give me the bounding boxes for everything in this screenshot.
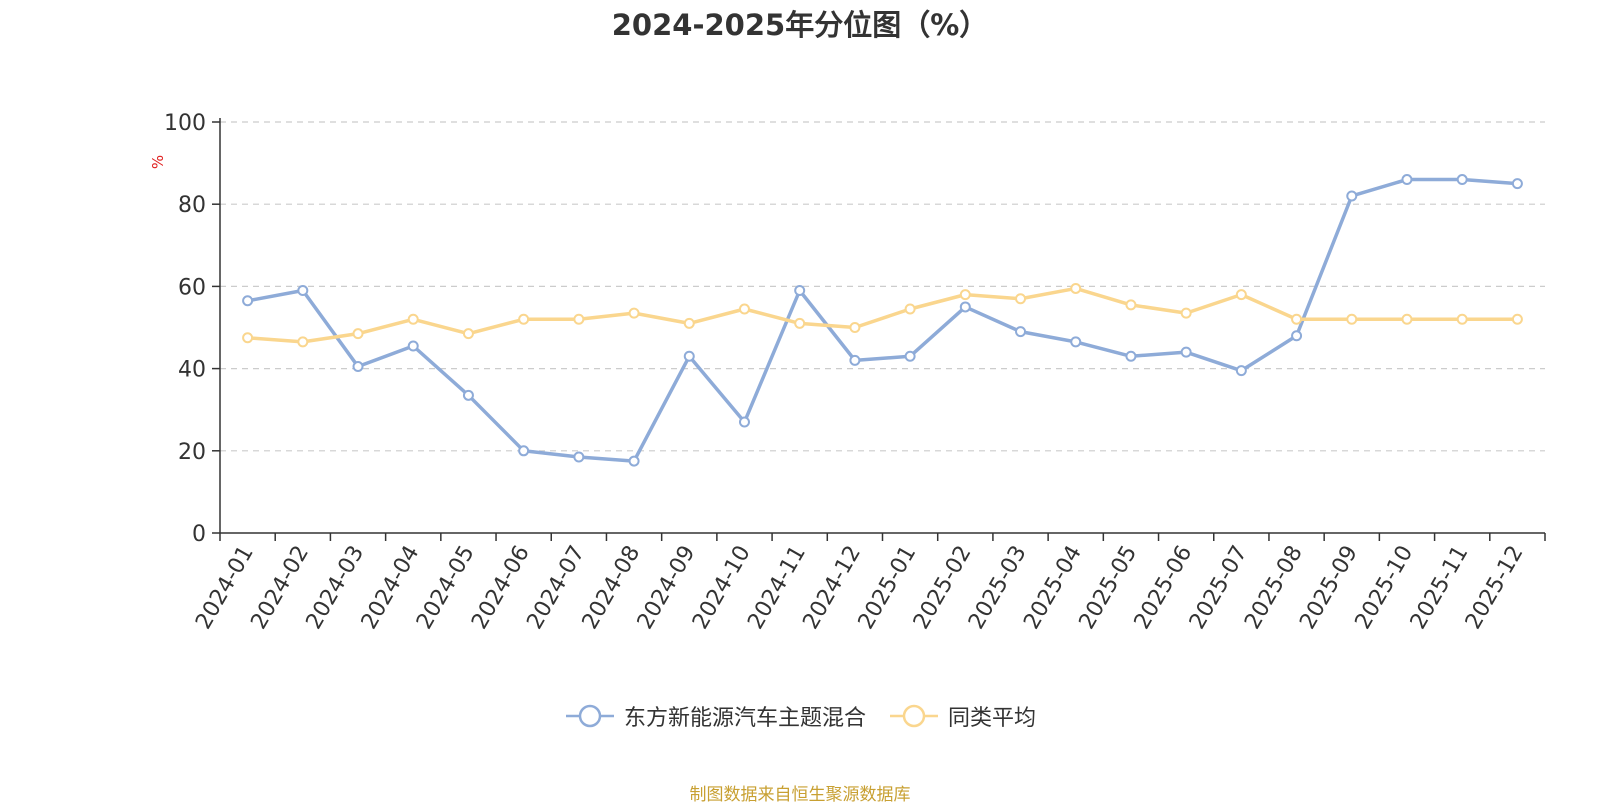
data-point[interactable] <box>573 313 585 325</box>
data-point[interactable] <box>628 307 640 319</box>
data-point[interactable] <box>1346 313 1358 325</box>
data-point[interactable] <box>242 295 254 307</box>
data-point[interactable] <box>1125 350 1137 362</box>
data-point[interactable] <box>683 350 695 362</box>
data-point[interactable] <box>407 313 419 325</box>
data-point[interactable] <box>518 313 530 325</box>
data-point[interactable] <box>1070 282 1082 294</box>
data-point[interactable] <box>352 328 364 340</box>
data-point[interactable] <box>573 451 585 463</box>
series-line <box>247 177 1518 463</box>
data-point[interactable] <box>1015 293 1027 305</box>
data-point[interactable] <box>1015 326 1027 338</box>
data-point[interactable] <box>242 332 254 344</box>
y-tick-label: 80 <box>178 193 206 218</box>
data-point[interactable] <box>462 389 474 401</box>
y-tick-label: 20 <box>178 440 206 465</box>
legend-swatch-icon <box>890 704 938 728</box>
data-point[interactable] <box>738 416 750 428</box>
data-point[interactable] <box>1291 313 1303 325</box>
data-point[interactable] <box>297 285 309 297</box>
data-point[interactable] <box>1401 313 1413 325</box>
data-point[interactable] <box>794 317 806 329</box>
data-point[interactable] <box>1401 174 1413 186</box>
y-tick-label: 100 <box>164 111 206 136</box>
data-point[interactable] <box>1346 190 1358 202</box>
data-point[interactable] <box>1125 299 1137 311</box>
legend-swatch-icon <box>565 704 614 728</box>
data-point[interactable] <box>849 322 861 333</box>
data-point[interactable] <box>959 301 971 313</box>
chart-title: 2024-2025年分位图（%） <box>611 8 989 42</box>
legend-item[interactable]: 同类平均 <box>888 700 1036 732</box>
data-point[interactable] <box>849 354 861 366</box>
grid-lines <box>220 121 1545 452</box>
data-point[interactable] <box>1291 330 1303 342</box>
data-point[interactable] <box>462 328 474 340</box>
data-point[interactable] <box>738 303 750 315</box>
data-point[interactable] <box>794 285 806 297</box>
y-tick-label: 60 <box>178 275 206 300</box>
series-0 <box>242 174 1523 467</box>
data-point[interactable] <box>1511 178 1523 190</box>
data-point[interactable] <box>904 350 916 362</box>
data-point[interactable] <box>297 336 309 348</box>
data-point[interactable] <box>1180 346 1192 358</box>
y-axis-unit: % <box>149 155 167 169</box>
legend-item[interactable]: 东方新能源汽车主题混合 <box>564 700 866 732</box>
data-point[interactable] <box>1070 336 1082 348</box>
data-point[interactable] <box>904 303 916 315</box>
data-point[interactable] <box>1235 289 1247 301</box>
series-layer <box>242 174 1523 467</box>
legend-label: 东方新能源汽车主题混合 <box>623 706 866 731</box>
series-1 <box>242 282 1523 348</box>
data-point[interactable] <box>1456 313 1468 325</box>
data-point[interactable] <box>352 361 364 373</box>
data-point[interactable] <box>959 289 971 301</box>
data-point[interactable] <box>683 317 695 329</box>
data-point[interactable] <box>1511 313 1523 325</box>
legend: 东方新能源汽车主题混合 同类平均 <box>0 700 1600 732</box>
data-point[interactable] <box>518 445 530 457</box>
axes: 0204060801002024-012024-022024-032024-04… <box>164 111 1546 634</box>
series-line <box>247 286 1518 344</box>
data-point[interactable] <box>1180 307 1192 319</box>
data-point[interactable] <box>1456 174 1468 186</box>
data-point[interactable] <box>1235 365 1247 377</box>
source-note: 制图数据来自恒生聚源数据库 <box>689 785 911 805</box>
y-tick-label: 40 <box>178 358 206 383</box>
data-point[interactable] <box>407 340 419 352</box>
data-point[interactable] <box>628 455 640 467</box>
y-tick-label: 0 <box>192 522 206 547</box>
legend-label: 同类平均 <box>948 706 1037 731</box>
